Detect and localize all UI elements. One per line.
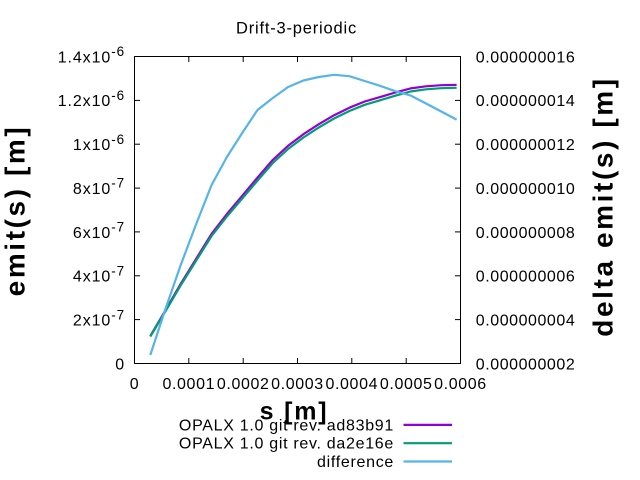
- svg-text:0.000000014: 0.000000014: [476, 93, 575, 110]
- svg-text:0.000000012: 0.000000012: [476, 137, 575, 154]
- svg-text:difference: difference: [317, 454, 394, 471]
- svg-text:0.0006: 0.0006: [434, 376, 487, 393]
- svg-text:OPALX 1.0 git rev. da2e16e: OPALX 1.0 git rev. da2e16e: [179, 436, 394, 453]
- svg-text:0.0005: 0.0005: [380, 376, 433, 393]
- svg-text:1.2x10-6: 1.2x10-6: [58, 88, 125, 110]
- svg-text:0.0003: 0.0003: [271, 376, 324, 393]
- svg-text:Drift-3-periodic: Drift-3-periodic: [236, 20, 357, 38]
- svg-text:0.0002: 0.0002: [217, 376, 270, 393]
- svg-text:1.4x10-6: 1.4x10-6: [58, 44, 125, 66]
- svg-text:0.000000010: 0.000000010: [476, 181, 575, 198]
- svg-text:0.000000006: 0.000000006: [476, 269, 575, 286]
- svg-text:0.0001: 0.0001: [162, 376, 215, 393]
- svg-text:0: 0: [115, 356, 125, 373]
- svg-text:0.000000002: 0.000000002: [476, 356, 575, 373]
- svg-text:0.000000004: 0.000000004: [476, 312, 575, 329]
- svg-text:s [m]: s [m]: [260, 398, 329, 426]
- svg-text:0.000000016: 0.000000016: [476, 49, 575, 66]
- svg-text:0.000000008: 0.000000008: [476, 225, 575, 242]
- svg-text:0.0004: 0.0004: [325, 376, 378, 393]
- svg-text:OPALX 1.0 git rev. ad83b91: OPALX 1.0 git rev. ad83b91: [179, 417, 394, 434]
- svg-text:emit(s) [m]: emit(s) [m]: [0, 125, 31, 297]
- svg-text:0: 0: [130, 376, 140, 393]
- svg-text:delta emit(s) [m]: delta emit(s) [m]: [588, 76, 619, 336]
